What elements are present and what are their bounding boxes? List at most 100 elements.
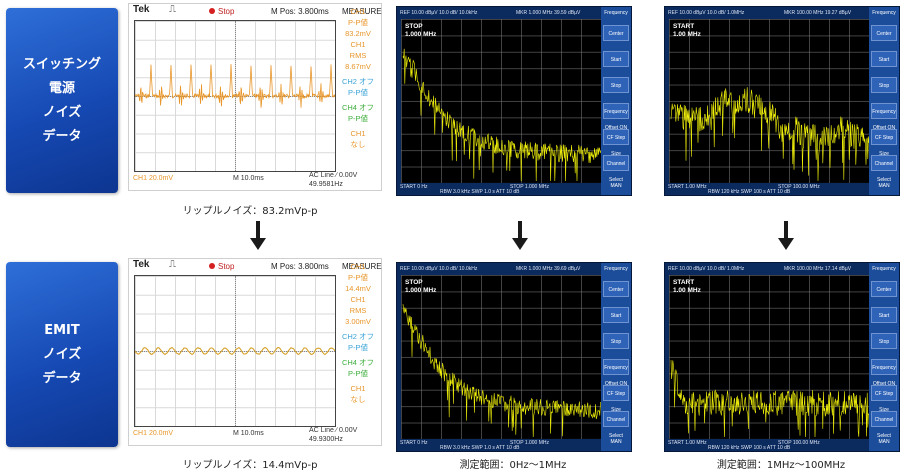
scope-timebase: M 10.0ms	[233, 430, 264, 437]
measure-readout: CH4 オフ	[341, 358, 375, 367]
sa-menu-button[interactable]: Channel Select	[871, 155, 897, 183]
sa-menu-button[interactable]: CF Step Size AUTO MAN	[871, 129, 897, 189]
measure-readout: CH4 オフ	[341, 103, 375, 112]
sa-menu-button[interactable]: Start	[603, 51, 629, 67]
sa-marker-line: START	[673, 23, 695, 30]
measure-readout: 14.4mV	[345, 284, 371, 293]
sa-header: REF 10.00 dBµV 10.0 dB/ 1.0MHz MKR 100.00…	[668, 8, 867, 19]
sa-footer: START 0 Hz STOP 1.000 MHz RBW 3.0 kHz SWP …	[400, 184, 599, 195]
sa-menu-button[interactable]: CF Step Size AUTO MAN	[871, 385, 897, 445]
sa-menu-button[interactable]: Frequency Offset ON OFF	[871, 103, 897, 147]
spectrum-analyzer-screen-4: REF 10.00 dBµV 10.0 dB/ 1.0MHz MKR 100.00…	[664, 262, 900, 452]
sa-footer: START 1.00 MHz STOP 100.00 MHz RBW 120 kHz…	[668, 440, 867, 451]
measure-readout: P-P値	[347, 88, 368, 97]
sa-menu-button[interactable]: CF Step Size AUTO MAN	[603, 129, 629, 189]
scope-graticule	[134, 275, 336, 427]
scope-brand: Tek	[133, 259, 150, 270]
sa-menu-button[interactable]: Start	[871, 51, 897, 67]
sa-trace	[402, 48, 601, 182]
scope-state: Stop	[218, 7, 235, 16]
measure-readout: P-P値	[347, 343, 368, 352]
scope-top-bar: Tek ⎍ Stop M Pos: 3.800ms MEASURE	[129, 259, 382, 275]
scope-measure-panel: CH1 P-P値 14.4mV CH1 RMS 3.00mV CH2 オフ P-P値 CH4 オ…	[337, 261, 379, 405]
scope-brand: Tek	[133, 4, 150, 15]
sa-menu-button[interactable]: Center	[603, 25, 629, 41]
measure-readout: 8.67mV	[345, 62, 371, 71]
scope-measure-panel: CH1 P-P値 83.2mV CH1 RMS 8.67mV CH2 オフ P-P値 CH4 オ…	[337, 6, 379, 150]
row2-label-line: データ	[42, 370, 82, 386]
sa-trace	[402, 304, 601, 438]
scope-trigger-source: AC Line ∕ 0.00V	[309, 427, 358, 434]
oscilloscope-screen-1: Tek ⎍ Stop M Pos: 3.800ms MEASURE CH1 P-P…	[128, 3, 382, 191]
sa-menu-button[interactable]: Stop	[603, 333, 629, 349]
sa-menu-button[interactable]: Start	[603, 307, 629, 323]
sa-menu-button[interactable]: Frequency Offset ON OFF	[603, 359, 629, 403]
sa-footer: START 0 Hz STOP 1.000 MHz RBW 3.0 kHz SWP …	[400, 440, 599, 451]
sa-marker-line: 1.000 MHz	[405, 31, 437, 38]
sa-menu-button[interactable]: Start	[871, 307, 897, 323]
stop-indicator-icon	[209, 263, 215, 269]
sa-ref-level: REF 10.00 dBµV 10.0 dB/ 1.0MHz	[668, 266, 745, 272]
down-arrow-icon	[512, 221, 528, 251]
sa-marker-line: START	[673, 279, 695, 286]
sa-menu-button[interactable]: Stop	[871, 77, 897, 93]
scope-measure-title: MEASURE	[342, 7, 382, 16]
sa-plot-area	[669, 275, 869, 439]
sa-plot-area	[669, 19, 869, 183]
row1-label-line: ノイズ	[42, 104, 82, 120]
sa-footer: START 1.00 MHz STOP 100.00 MHz RBW 120 kHz…	[668, 184, 867, 195]
sa-menu-button[interactable]: Channel Select	[603, 155, 629, 183]
row1-label-panel: スイッチング 電源 ノイズ データ	[6, 8, 118, 193]
measure-readout: CH1	[350, 7, 366, 16]
sa-header: REF 10.00 dBµV 10.0 dB/ 10.0kHz MKR 1.000…	[400, 264, 599, 275]
sa-trace	[670, 360, 869, 438]
sa-menu-button[interactable]: Center	[603, 281, 629, 297]
sa-menu-button[interactable]: Channel Select	[603, 411, 629, 439]
sa-menu-button[interactable]: CF Step Size AUTO MAN	[603, 385, 629, 445]
sa-marker-readout: MKR 100.00 MHz 17.14 dBµV	[784, 266, 852, 272]
measure-readout: CH1	[350, 295, 366, 304]
sa-menu-button[interactable]: Stop	[603, 77, 629, 93]
measure-readout: なし	[350, 140, 366, 149]
scope-frequency: 49.9300Hz	[309, 436, 343, 443]
down-arrow-icon	[778, 221, 794, 251]
scope-mpos: M Pos: 3.800ms	[271, 7, 329, 16]
sa-menu-button[interactable]: Frequency Offset ON OFF	[603, 103, 629, 147]
sa-marker-label: STOP 1.000 MHz	[405, 23, 436, 39]
sa-marker-label: START 1.00 MHz	[673, 23, 701, 39]
sa-menu-button[interactable]: Center	[871, 25, 897, 41]
sa-marker-readout: MKR 1.000 MHz 39.59 dBµV	[516, 10, 581, 16]
measure-readout: CH2 オフ	[341, 77, 375, 86]
trigger-icon: ⎍	[169, 259, 176, 270]
measure-readout: P-P値	[347, 273, 368, 282]
sa-marker-line: STOP	[405, 279, 423, 286]
sa-menu-button[interactable]: Channel Select	[871, 411, 897, 439]
sa-menu-button[interactable]: Center	[871, 281, 897, 297]
scope-channel-scale: CH1 20.0mV	[133, 430, 174, 437]
measure-readout: CH1	[350, 40, 366, 49]
sa-start-freq: START 0 Hz	[400, 184, 428, 190]
sa-menu-title: Frequency	[604, 10, 628, 16]
sa-sweep-info: RBW 120 kHz SWP 100 s ATT 10 dB	[708, 189, 791, 195]
sa-stop-freq: STOP 100.00 MHz	[778, 184, 820, 190]
scope-bottom-bar: CH1 20.0mV M 10.0ms AC Line ∕ 0.00V 49.9…	[129, 427, 381, 445]
sa-menu-button[interactable]: Stop	[871, 333, 897, 349]
ripple-caption-1: リップルノイズ：83.2mVp-p	[182, 206, 318, 217]
sa-marker-readout: MKR 1.000 MHz 39.69 dBµV	[516, 266, 581, 272]
range-caption-2: 測定範囲：1MHz～100MHz	[716, 460, 846, 471]
measure-readout: RMS	[349, 51, 367, 60]
trigger-icon: ⎍	[169, 4, 176, 15]
measure-readout: P-P値	[347, 369, 368, 378]
sa-stop-freq: STOP 1.000 MHz	[510, 184, 549, 190]
scope-bottom-bar: CH1 20.0mV M 10.0ms AC Line ∕ 0.00V 49.9…	[129, 172, 381, 190]
sa-menu-button[interactable]: Frequency Offset ON OFF	[871, 359, 897, 403]
scope-channel-scale: CH1 20.0mV	[133, 175, 174, 182]
scope-measure-title: MEASURE	[342, 262, 382, 271]
sa-stop-freq: STOP 1.000 MHz	[510, 440, 549, 446]
measure-readout: P-P値	[347, 18, 368, 27]
sa-marker-label: STOP 1.000 MHz	[405, 279, 436, 295]
sa-header: REF 10.00 dBµV 10.0 dB/ 10.0kHz MKR 1.000…	[400, 8, 599, 19]
scope-trace	[135, 64, 335, 108]
sa-start-freq: START 1.00 MHz	[668, 184, 707, 190]
measure-readout: 3.00mV	[345, 317, 371, 326]
